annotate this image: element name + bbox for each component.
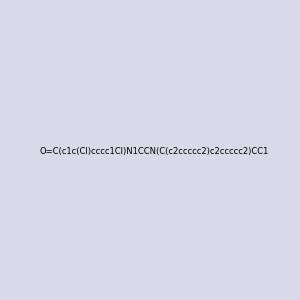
Text: O=C(c1c(Cl)cccc1Cl)N1CCN(C(c2ccccc2)c2ccccc2)CC1: O=C(c1c(Cl)cccc1Cl)N1CCN(C(c2ccccc2)c2cc…	[39, 147, 268, 156]
